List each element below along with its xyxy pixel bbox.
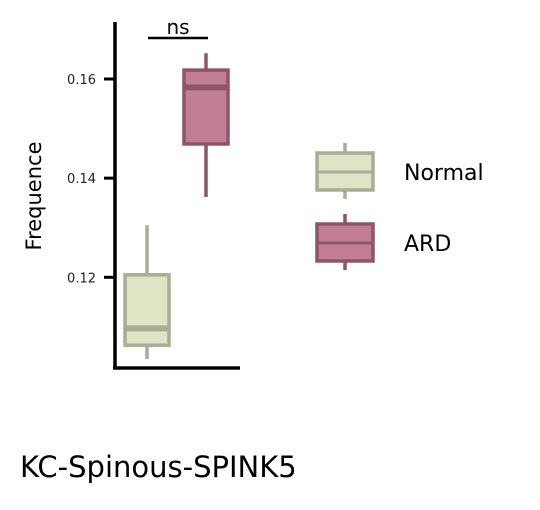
legend-label-normal: Normal <box>404 161 484 186</box>
y-tick-label: 0.12 <box>67 271 96 286</box>
box-body-ard <box>182 68 230 146</box>
chart-caption: KC-Spinous-SPINK5 <box>20 450 297 484</box>
box-ard <box>182 53 230 197</box>
box-normal <box>123 225 171 360</box>
y-axis-ticks: 0.12 0.14 0.16 <box>67 73 115 286</box>
box-body-normal <box>123 273 171 347</box>
legend-item-normal: Normal <box>315 143 484 199</box>
y-tick-label: 0.16 <box>67 73 96 88</box>
legend-label-ard: ARD <box>404 232 451 257</box>
significance-label: ns <box>166 15 189 39</box>
plot-marks <box>123 53 230 360</box>
box-plot-chart: 0.12 0.14 0.16 Frequence ns Normal ARD <box>22 15 484 370</box>
significance-annotation: ns <box>148 15 208 40</box>
legend: Normal ARD <box>315 143 484 270</box>
y-tick-label: 0.14 <box>67 172 96 187</box>
legend-item-ard: ARD <box>315 214 451 270</box>
y-axis-title: Frequence <box>22 142 46 251</box>
